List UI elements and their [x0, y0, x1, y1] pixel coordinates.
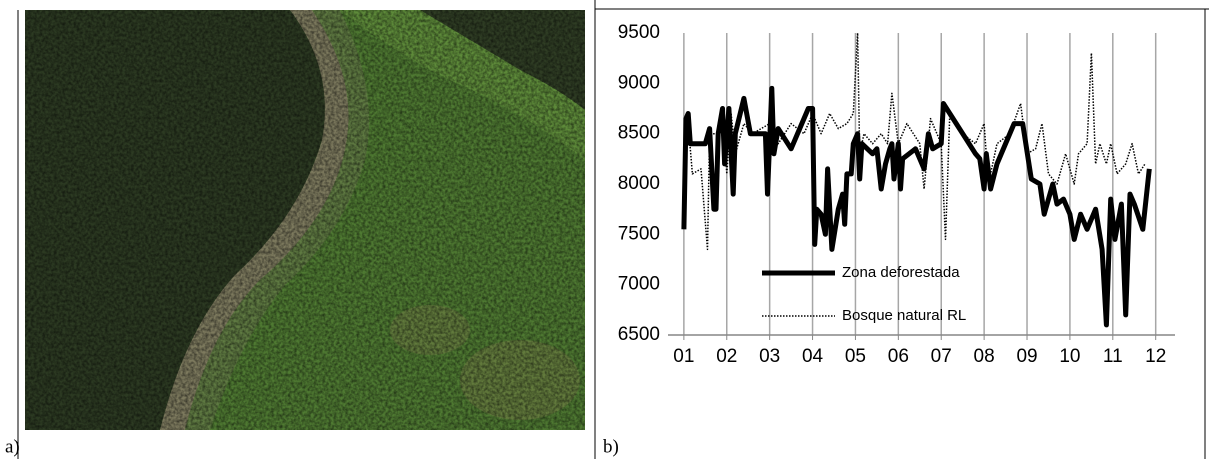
x-tick-label: 12 — [1145, 346, 1166, 367]
x-tick-label: 06 — [888, 346, 909, 367]
x-tick-label: 05 — [845, 346, 866, 367]
panel-label: b) — [603, 436, 619, 457]
x-tick-label: 09 — [1016, 346, 1037, 367]
panel-label: a) — [5, 436, 20, 457]
x-tick-label: 08 — [974, 346, 995, 367]
y-tick-label: 7000 — [618, 274, 660, 295]
x-tick-label: 07 — [931, 346, 952, 367]
legend-label: Bosque natural RL — [842, 307, 966, 324]
x-tick-label: 03 — [759, 346, 780, 367]
aerial-image — [25, 10, 585, 430]
line-chart: 6500 7000 7500 8000 8500 9000 9500 01 02 03 04 05 06… — [618, 22, 1175, 367]
x-tick-label: 02 — [716, 346, 737, 367]
y-tick-label: 6500 — [618, 324, 660, 345]
series-line — [681, 85, 1152, 328]
series-line — [683, 32, 1146, 251]
x-tick-label: 11 — [1103, 346, 1123, 367]
y-tick-label: 7500 — [618, 223, 660, 244]
y-tick-label: 8000 — [618, 173, 660, 194]
x-tick-label: 04 — [802, 346, 824, 367]
x-tick-label: 10 — [1059, 346, 1080, 367]
y-tick-label: 9500 — [618, 22, 660, 43]
x-tick-label: 01 — [673, 346, 694, 367]
legend-label: Zona deforestada — [842, 264, 960, 281]
y-tick-label: 8500 — [618, 123, 660, 144]
y-tick-label: 9000 — [618, 72, 660, 93]
